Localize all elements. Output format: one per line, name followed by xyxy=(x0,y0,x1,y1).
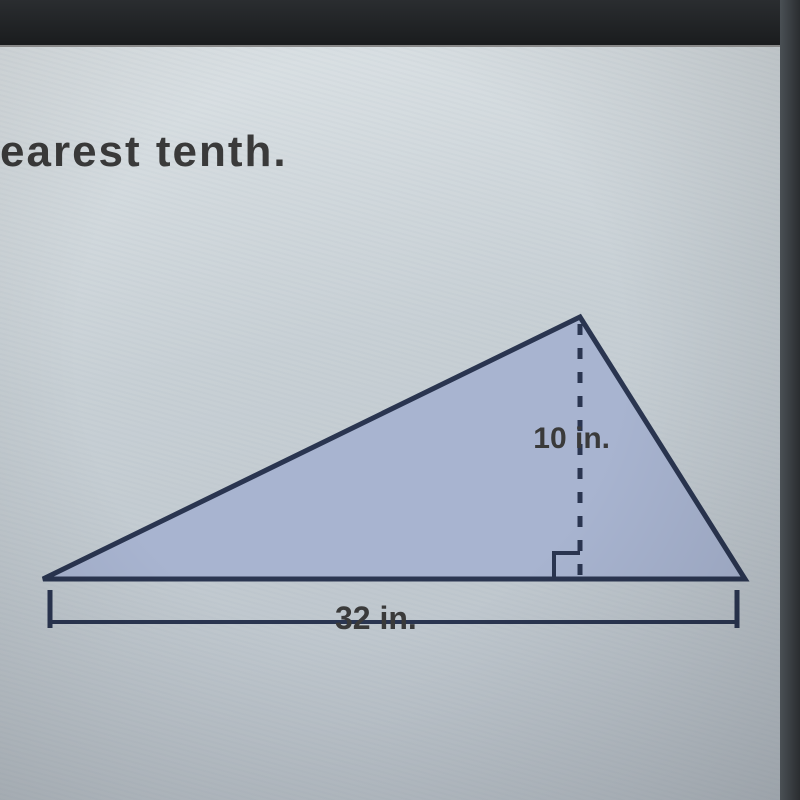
height-label: 10 in. xyxy=(533,422,610,456)
triangle-diagram: 10 in. 32 in. xyxy=(25,282,755,662)
monitor-bezel-top xyxy=(0,0,800,45)
triangle-shape xyxy=(43,317,745,579)
question-text: earest tenth. xyxy=(0,127,288,177)
monitor-bezel-right xyxy=(780,0,800,800)
screen-area: earest tenth. 10 in. 32 in. xyxy=(0,45,780,800)
base-label: 32 in. xyxy=(335,600,417,637)
